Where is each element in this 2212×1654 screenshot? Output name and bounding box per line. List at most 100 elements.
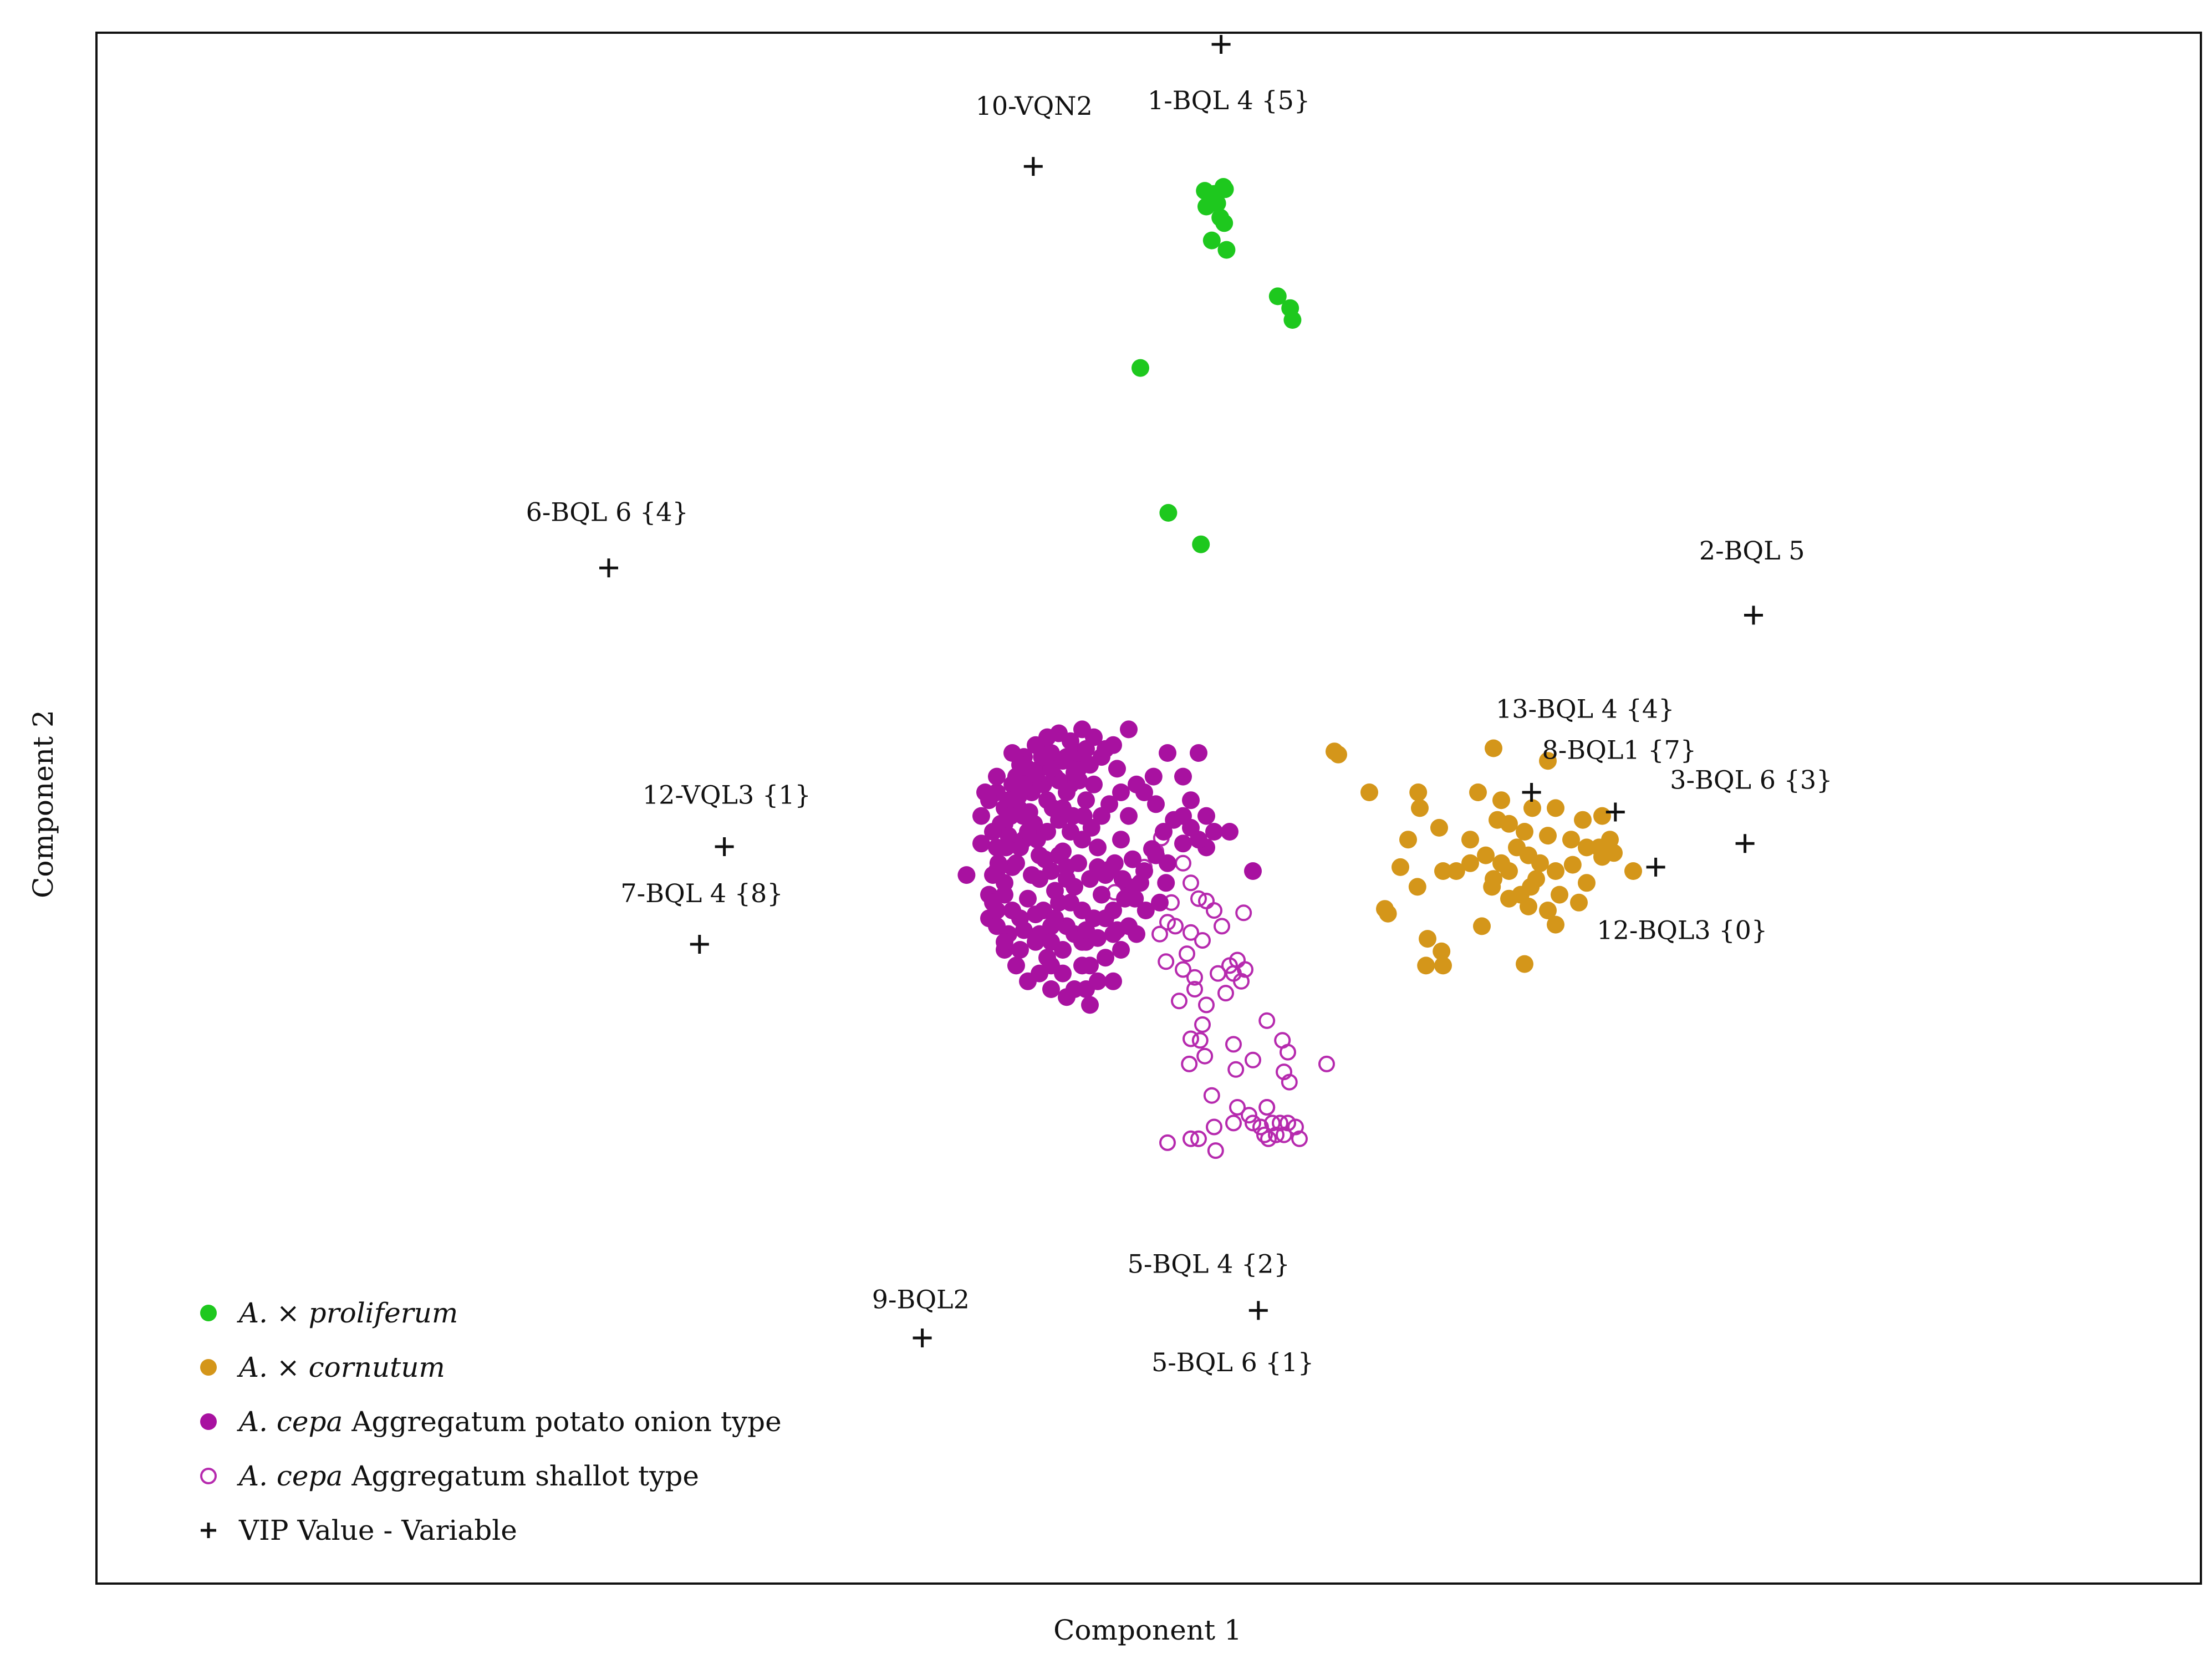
point-cornutum-22 (1408, 878, 1426, 896)
point-potato-145 (1174, 834, 1192, 853)
legend-label-cornutum: A. × cornutum (237, 1351, 445, 1383)
legend-label-potato: A. cepa Aggregatum potato onion type (237, 1406, 782, 1438)
point-potato-149 (1221, 823, 1238, 841)
vip-label-7: 12-BQL3 {0} (1597, 915, 1767, 945)
point-shallot-66 (1171, 993, 1187, 1010)
point-potato-189 (984, 893, 1002, 912)
point-potato-85 (1085, 775, 1103, 793)
vip-marker-12 (913, 1329, 932, 1348)
point-shallot-33 (1252, 1118, 1269, 1136)
point-shallot-29 (1281, 1073, 1298, 1091)
point-potato-0 (957, 866, 976, 884)
point-shallot-31 (1241, 1107, 1257, 1124)
point-shallot-17 (1191, 1032, 1209, 1049)
point-cornutum-31 (1547, 862, 1564, 880)
vip-marker-5 (1606, 802, 1625, 822)
point-proliferum-3 (1216, 180, 1234, 199)
point-potato-170 (976, 783, 994, 801)
point-shallot-59 (1190, 890, 1207, 907)
point-cornutum-30 (1531, 854, 1549, 872)
point-potato-164 (1031, 870, 1048, 888)
point-shallot-60 (1206, 902, 1222, 919)
point-potato-171 (1038, 728, 1056, 746)
point-potato-20 (1174, 767, 1192, 786)
vip-marker-4 (1522, 783, 1541, 802)
point-shallot-16 (1194, 1016, 1211, 1033)
point-potato-157 (1097, 909, 1114, 928)
point-potato-117 (1081, 956, 1099, 975)
point-shallot-12 (1233, 973, 1250, 990)
point-cornutum-16 (1562, 831, 1580, 849)
legend-marker-proliferum (200, 1305, 217, 1321)
point-potato-148 (1197, 807, 1215, 825)
point-cornutum-23 (1434, 862, 1452, 880)
vip-marker-1 (1023, 157, 1043, 176)
point-shallot-3 (1194, 932, 1211, 949)
point-cornutum-8 (1523, 799, 1541, 817)
point-shallot-46 (1190, 1130, 1207, 1147)
point-potato-142 (1136, 902, 1155, 919)
point-shallot-18 (1183, 1030, 1199, 1047)
legend-marker-shallot (200, 1468, 217, 1484)
point-shallot-25 (1258, 1012, 1276, 1029)
vip-label-4: 13-BQL 4 {4} (1496, 694, 1674, 724)
point-shallot-6 (1186, 969, 1203, 986)
point-cornutum-55 (1551, 885, 1568, 904)
legend-marker-cornutum (200, 1359, 217, 1376)
point-potato-129 (1020, 803, 1038, 821)
point-potato-133 (1058, 858, 1076, 876)
point-potato-158 (1112, 941, 1130, 959)
legend: A. × proliferum A. × cornutum A. cepa Aggr… (200, 1297, 782, 1546)
point-cornutum-51 (1605, 844, 1623, 862)
point-potato-27 (1157, 874, 1175, 892)
point-potato-152 (1155, 823, 1173, 841)
point-potato-114 (1042, 933, 1060, 951)
legend-marker-potato (200, 1413, 217, 1430)
point-cornutum-26 (1477, 846, 1495, 864)
y-axis-label: Component 2 (27, 710, 59, 898)
point-potato-79 (1038, 791, 1056, 810)
vip-label-12: 9-BQL2 (872, 1285, 970, 1315)
point-shallot-23 (1227, 1061, 1245, 1078)
point-potato-91 (1112, 831, 1130, 849)
point-potato-169 (984, 823, 1002, 841)
point-cornutum-21 (1392, 858, 1409, 876)
point-shallot-61 (1214, 918, 1230, 935)
point-shallot-22 (1225, 1036, 1242, 1053)
point-shallot-1 (1159, 914, 1176, 931)
point-potato-179 (1066, 764, 1083, 782)
point-proliferum-13 (1132, 359, 1149, 377)
vip-label-5: 8-BQL1 {7} (1542, 735, 1697, 765)
point-cornutum-10 (1574, 811, 1592, 829)
point-potato-89 (1120, 807, 1138, 825)
point-potato-88 (1112, 783, 1130, 801)
point-cornutum-45 (1433, 942, 1451, 960)
point-potato-185 (1010, 787, 1028, 806)
point-potato-150 (1244, 862, 1262, 880)
point-proliferum-15 (1192, 535, 1210, 553)
point-potato-33 (1089, 838, 1107, 857)
point-shallot-49 (1207, 1142, 1224, 1159)
point-proliferum-5 (1197, 197, 1215, 216)
point-potato-141 (1126, 889, 1144, 908)
x-axis-label: Component 1 (1053, 1614, 1242, 1646)
point-shallot-43 (1276, 1126, 1292, 1143)
vip-marker-10 (1248, 1301, 1268, 1320)
point-cornutum-33 (1578, 838, 1596, 857)
point-potato-156 (1104, 925, 1122, 943)
point-potato-53 (1104, 972, 1122, 990)
vip-marker-3 (1744, 605, 1763, 625)
point-cornutum-43 (1379, 904, 1397, 923)
vip-marker-0 (1211, 35, 1231, 54)
vip-label-8: 12-VQL3 {1} (643, 780, 811, 810)
point-shallot-19 (1181, 1055, 1198, 1072)
vip-label-9: 7-BQL 4 {8} (620, 878, 783, 908)
point-cornutum-58 (1500, 889, 1518, 908)
point-potato-163 (1046, 909, 1064, 928)
point-cornutum-25 (1461, 854, 1479, 872)
series-proliferum (1132, 178, 1302, 553)
point-cornutum-19 (1411, 799, 1429, 817)
legend-label-proliferum: A. × proliferum (237, 1297, 458, 1329)
point-shallot-21 (1203, 1087, 1220, 1104)
point-shallot-27 (1280, 1044, 1296, 1061)
